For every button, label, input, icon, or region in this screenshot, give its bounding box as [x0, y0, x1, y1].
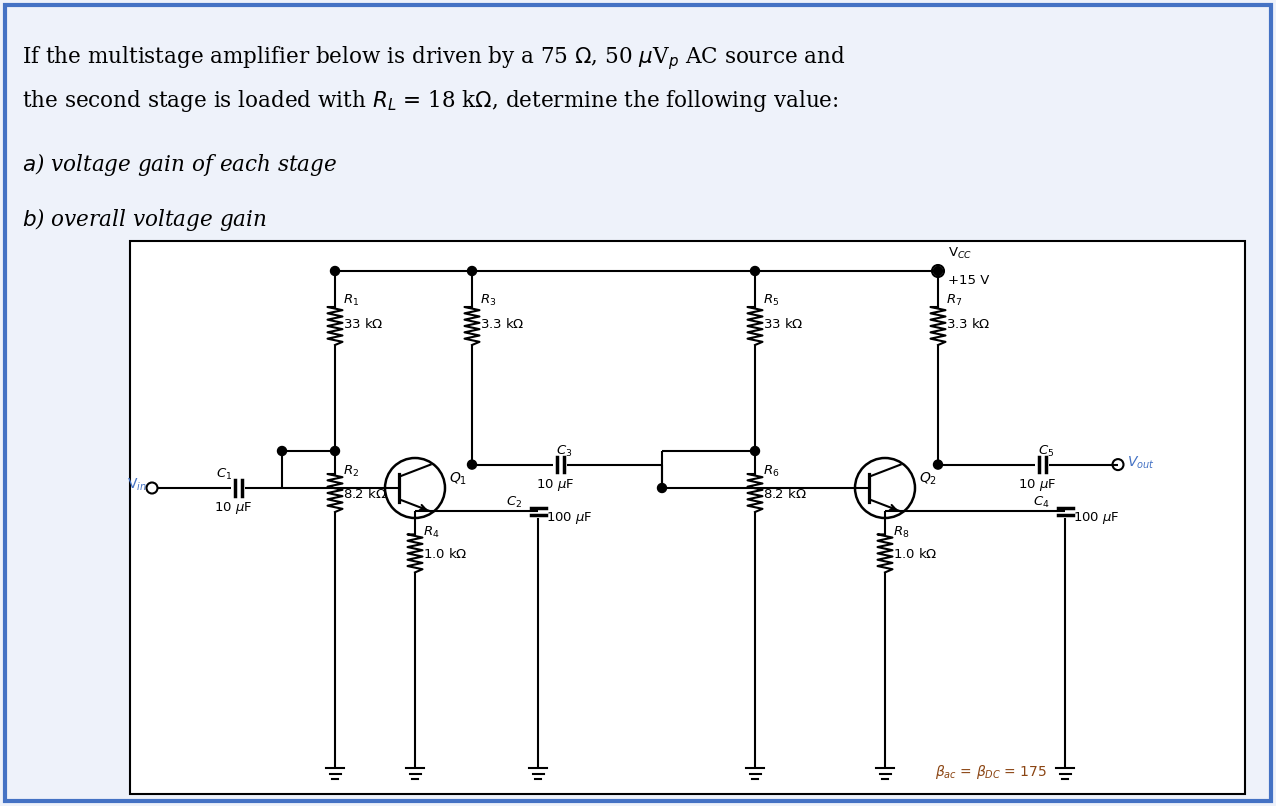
Text: $C_3$: $C_3$ [556, 443, 573, 459]
Circle shape [277, 447, 287, 455]
Circle shape [934, 460, 943, 469]
Text: $a$) voltage gain of each stage: $a$) voltage gain of each stage [22, 151, 337, 178]
Text: $R_2$: $R_2$ [343, 464, 359, 479]
Text: $R_8$: $R_8$ [893, 525, 910, 539]
Circle shape [657, 484, 666, 492]
FancyBboxPatch shape [130, 241, 1245, 794]
Text: 3.3 k$\Omega$: 3.3 k$\Omega$ [480, 317, 524, 331]
Text: V$_{in}$: V$_{in}$ [128, 477, 147, 493]
Text: $C_2$: $C_2$ [507, 494, 522, 509]
Text: $C_1$: $C_1$ [216, 467, 232, 482]
Text: 10 $\mu$F: 10 $\mu$F [214, 500, 253, 516]
Circle shape [934, 267, 943, 276]
Text: $Q_1$: $Q_1$ [449, 471, 467, 488]
Text: $R_7$: $R_7$ [946, 293, 962, 308]
Text: 10 $\mu$F: 10 $\mu$F [536, 476, 574, 492]
Text: $R_4$: $R_4$ [424, 525, 439, 539]
Text: $R_5$: $R_5$ [763, 293, 780, 308]
Text: 1.0 k$\Omega$: 1.0 k$\Omega$ [424, 547, 467, 562]
Text: If the multistage amplifier below is driven by a 75 $\Omega$, 50 $\mu$V$_p$ AC s: If the multistage amplifier below is dri… [22, 44, 846, 72]
Text: 8.2 k$\Omega$: 8.2 k$\Omega$ [763, 487, 806, 501]
Text: $C_5$: $C_5$ [1037, 443, 1054, 459]
Text: 33 k$\Omega$: 33 k$\Omega$ [763, 317, 804, 331]
Text: $Q_2$: $Q_2$ [919, 471, 937, 488]
Text: $R_6$: $R_6$ [763, 464, 780, 479]
Text: 100 $\mu$F: 100 $\mu$F [1073, 510, 1119, 526]
Text: $\beta_{ac}$ = $\beta_{DC}$ = 175: $\beta_{ac}$ = $\beta_{DC}$ = 175 [935, 763, 1048, 781]
Circle shape [750, 267, 759, 276]
Text: +15 V: +15 V [948, 274, 989, 287]
Text: $b$) overall voltage gain: $b$) overall voltage gain [22, 206, 267, 233]
Text: 3.3 k$\Omega$: 3.3 k$\Omega$ [946, 317, 990, 331]
Circle shape [330, 267, 339, 276]
Circle shape [750, 447, 759, 455]
Text: 8.2 k$\Omega$: 8.2 k$\Omega$ [343, 487, 387, 501]
Text: 100 $\mu$F: 100 $\mu$F [546, 510, 592, 526]
Text: $V_{out}$: $V_{out}$ [1127, 455, 1155, 471]
Text: $C_4$: $C_4$ [1034, 494, 1050, 509]
Text: $R_3$: $R_3$ [480, 293, 496, 308]
Text: V$_{CC}$: V$_{CC}$ [948, 246, 972, 261]
Circle shape [467, 460, 476, 469]
FancyBboxPatch shape [5, 5, 1271, 801]
Text: 33 k$\Omega$: 33 k$\Omega$ [343, 317, 383, 331]
Text: 1.0 k$\Omega$: 1.0 k$\Omega$ [893, 547, 938, 562]
Text: 10 $\mu$F: 10 $\mu$F [1018, 476, 1057, 492]
Text: the second stage is loaded with $R_L$ = 18 k$\Omega$, determine the following va: the second stage is loaded with $R_L$ = … [22, 88, 838, 114]
Circle shape [467, 267, 476, 276]
Text: $R_1$: $R_1$ [343, 293, 360, 308]
Circle shape [330, 447, 339, 455]
